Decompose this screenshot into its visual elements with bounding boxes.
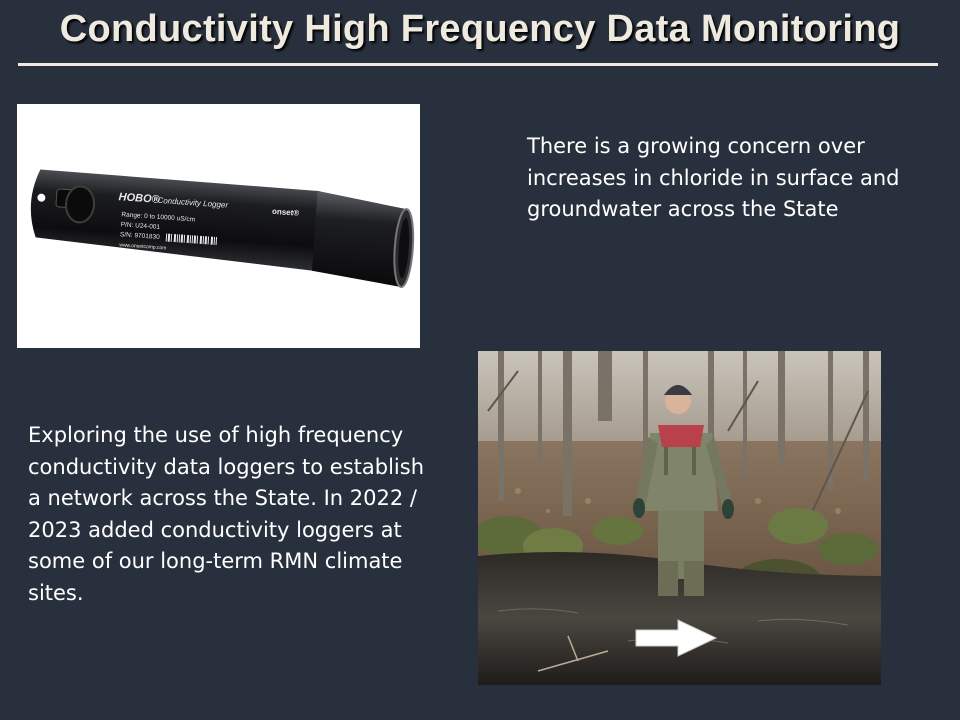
logger-website: www.onsetcomp.com	[119, 242, 167, 251]
page-title: Conductivity High Frequency Data Monitor…	[59, 8, 901, 50]
field-photo	[478, 351, 881, 685]
chloride-concern-text: There is a growing concern over increase…	[527, 134, 900, 221]
person-in-waders	[633, 385, 734, 596]
logger-network-text: Exploring the use of high frequency cond…	[28, 423, 425, 605]
logger-part-number: P/N: U24-001	[120, 221, 160, 231]
right-arrow-icon	[635, 619, 718, 657]
title-underline	[18, 63, 938, 66]
logger-maker: onset®	[272, 207, 300, 218]
logger-image: HOBO® Conductivity Logger onset® Range: …	[17, 104, 420, 348]
logger-serial-number: S/N: 9701830	[120, 231, 161, 241]
logger-brand: HOBO®	[118, 191, 161, 206]
barcode	[165, 233, 218, 246]
